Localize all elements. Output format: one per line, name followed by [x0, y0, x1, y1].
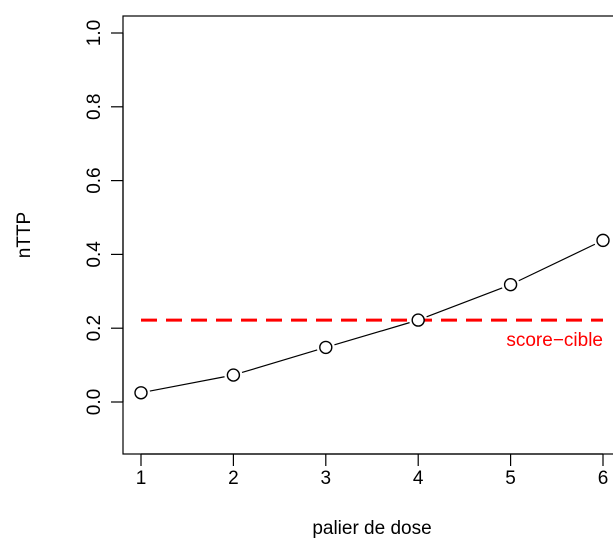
data-point [411, 313, 425, 327]
x-tick-label: 1 [136, 468, 147, 489]
data-point [596, 233, 610, 248]
x-tick-label: 4 [413, 468, 424, 489]
series-segment [149, 376, 225, 392]
data-point [319, 340, 333, 355]
x-axis-title: palier de dose [312, 518, 431, 539]
x-tick-label: 5 [505, 468, 516, 489]
y-axis-title: nTTP [14, 212, 35, 258]
series-segment [518, 243, 596, 282]
y-tick-label: 0.4 [84, 241, 105, 268]
x-tick-label: 3 [321, 468, 332, 489]
y-tick-label: 1.0 [84, 20, 105, 46]
data-point [503, 277, 518, 292]
reference-line-group: score−cible [141, 318, 603, 351]
series-group [134, 233, 610, 400]
series-segment [241, 349, 318, 374]
y-tick-label: 0.6 [84, 167, 105, 193]
series-segment [334, 322, 410, 346]
reference-line-label: score−cible [506, 330, 603, 351]
data-point [134, 386, 148, 400]
y-tick-label: 0.0 [84, 389, 105, 415]
y-tick-label: 0.8 [84, 94, 105, 120]
y-tick-label: 0.2 [84, 315, 105, 341]
x-axis: 1 2 3 4 5 6 [136, 453, 609, 489]
series-segment [426, 287, 503, 318]
plot-frame [122, 15, 613, 455]
x-tick-label: 6 [598, 468, 609, 489]
data-point [226, 368, 241, 382]
y-axis: 0.0 0.2 0.4 0.6 0.8 1.0 [84, 20, 124, 415]
x-tick-label: 2 [228, 468, 239, 489]
